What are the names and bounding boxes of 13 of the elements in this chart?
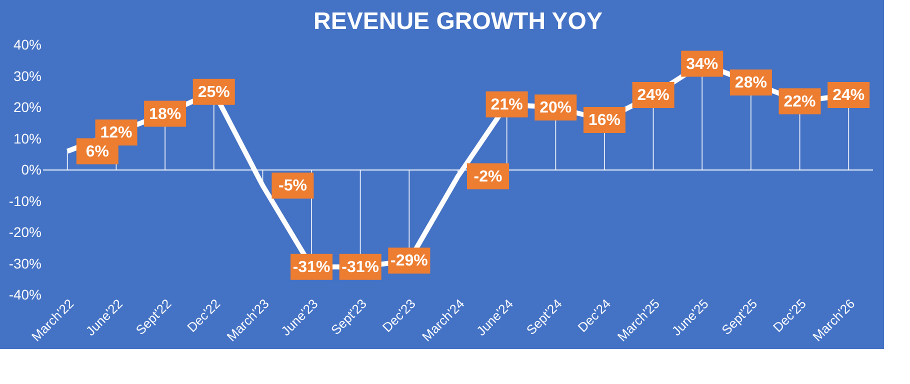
y-tick-label: -20% <box>8 224 42 240</box>
y-tick-label: -30% <box>8 255 42 272</box>
y-tick-label: 0% <box>21 162 42 178</box>
chart-title: REVENUE GROWTH YOY <box>314 8 602 35</box>
data-label: 6% <box>86 143 109 160</box>
y-tick-label: -40% <box>8 286 42 302</box>
data-label: -5% <box>278 178 307 195</box>
data-label: -2% <box>474 168 502 186</box>
y-tick-label: 10% <box>13 130 42 146</box>
y-tick-label: 30% <box>13 68 42 84</box>
y-tick-label: 20% <box>13 99 42 115</box>
y-tick-label: -10% <box>8 192 42 209</box>
y-tick-label: 40% <box>13 36 42 52</box>
